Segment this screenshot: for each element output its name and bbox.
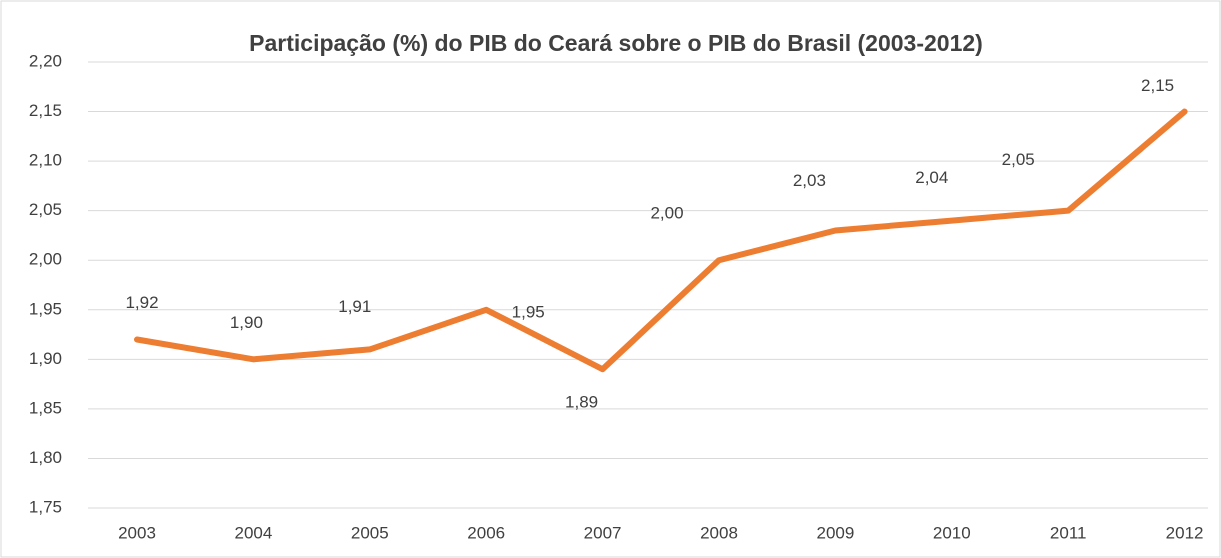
x-tick-label: 2007	[584, 523, 622, 542]
data-label: 1,89	[565, 393, 598, 412]
y-tick-label: 2,15	[29, 101, 62, 120]
x-tick-label: 2004	[234, 523, 272, 542]
data-label: 1,91	[338, 297, 371, 316]
data-label: 1,95	[512, 302, 545, 321]
y-tick-label: 1,85	[29, 398, 62, 417]
y-tick-label: 2,05	[29, 200, 62, 219]
y-tick-label: 2,00	[29, 250, 62, 269]
x-tick-label: 2008	[700, 523, 738, 542]
data-label: 2,03	[793, 171, 826, 190]
y-tick-label: 1,95	[29, 299, 62, 318]
data-label: 1,90	[230, 313, 263, 332]
data-label: 2,15	[1141, 76, 1174, 95]
y-tick-label: 1,80	[29, 448, 62, 467]
x-tick-label: 2003	[118, 523, 156, 542]
x-tick-label: 2006	[467, 523, 505, 542]
y-tick-label: 2,20	[29, 51, 62, 70]
chart-title: Participação (%) do PIB do Ceará sobre o…	[249, 30, 983, 56]
data-label: 2,04	[915, 168, 948, 187]
data-label: 2,00	[650, 204, 683, 223]
data-label: 2,05	[1002, 150, 1035, 169]
x-tick-label: 2011	[1050, 523, 1087, 542]
y-tick-label: 1,75	[29, 497, 62, 516]
x-tick-label: 2010	[933, 523, 971, 542]
y-tick-label: 2,10	[29, 151, 62, 170]
x-tick-label: 2009	[816, 523, 854, 542]
data-label: 1,92	[125, 293, 158, 312]
y-tick-label: 1,90	[29, 349, 62, 368]
x-tick-label: 2012	[1166, 523, 1204, 542]
data-line	[134, 108, 1188, 373]
x-tick-label: 2005	[351, 523, 389, 542]
